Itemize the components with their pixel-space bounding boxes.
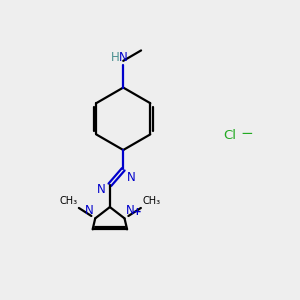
Text: −: − — [240, 126, 253, 141]
Text: N: N — [97, 183, 106, 196]
Text: +: + — [133, 207, 141, 217]
Text: CH₃: CH₃ — [59, 196, 77, 206]
Text: CH₃: CH₃ — [142, 196, 160, 206]
Text: N: N — [126, 204, 135, 217]
Text: H: H — [111, 51, 119, 64]
Text: N: N — [85, 204, 94, 217]
Text: N: N — [119, 51, 128, 64]
Text: Cl: Cl — [224, 129, 237, 142]
Text: N: N — [127, 171, 136, 184]
